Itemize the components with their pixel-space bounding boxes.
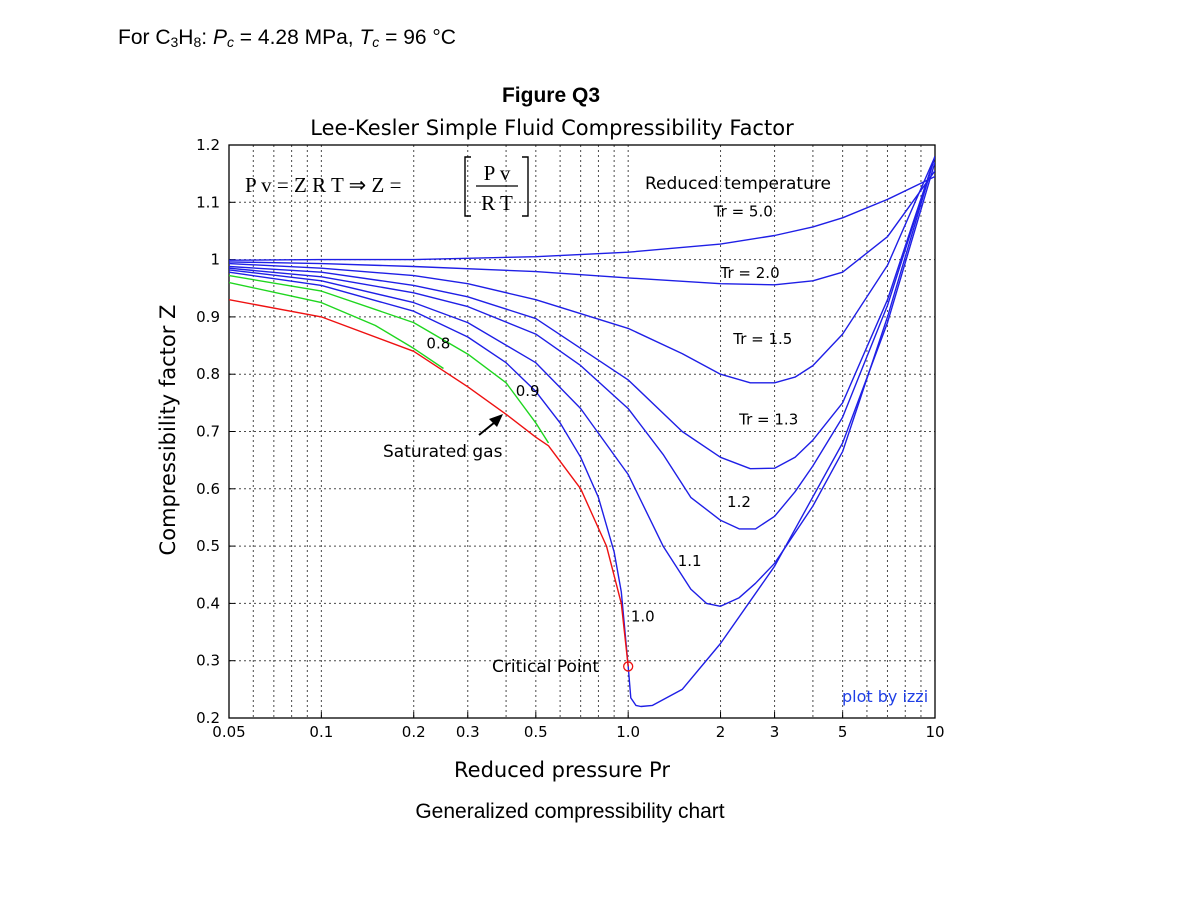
tc-value: = 96 °C	[379, 26, 456, 49]
legend-title: Reduced temperature	[645, 174, 831, 194]
curve-label: 0.9	[516, 382, 540, 400]
y-tick-label: 0.6	[196, 480, 220, 498]
x-tick-label: 2	[716, 723, 726, 741]
equation: P v = Z R T ⇒ Z = P v R T	[245, 156, 529, 217]
x-tick-label: 0.3	[456, 723, 480, 741]
grid	[229, 145, 935, 718]
tc-subscript: c	[372, 34, 380, 50]
critical-point-label: Critical Point	[492, 657, 599, 677]
y-tick-label: 1.1	[196, 193, 220, 211]
curve-labels: Tr = 5.0 Tr = 2.0 Tr = 1.5 Tr = 1.3 1.2 1.1 1.…	[426, 203, 798, 626]
tc-symbol: T	[359, 26, 373, 49]
y-tick-label: 0.4	[196, 594, 220, 612]
y-axis-label: Compressibility factor Z	[156, 305, 180, 556]
series-tr-1-5	[229, 156, 935, 384]
x-tick-label: 0.1	[309, 723, 333, 741]
series-tr-5-0	[229, 175, 935, 261]
series-saturated-gas	[229, 299, 629, 667]
curve-label: Tr = 5.0	[713, 203, 773, 221]
y-tick-label: 0.5	[196, 537, 220, 555]
series-1-1	[229, 156, 935, 607]
critical-point-marker	[623, 661, 634, 672]
given-mid: H	[178, 26, 194, 49]
x-tick-label: 0.5	[524, 723, 548, 741]
x-tick-label: 1.0	[616, 723, 640, 741]
equation-right-bracket	[522, 156, 529, 217]
figure-caption: Generalized compressibility chart	[415, 800, 725, 823]
given-prefix: For C	[118, 26, 171, 49]
y-tick-label: 1.2	[196, 136, 220, 154]
y-tick-label: 0.3	[196, 652, 220, 670]
series-1-2	[229, 156, 935, 530]
series	[229, 156, 935, 708]
curve-label: 1.2	[727, 493, 751, 511]
pc-subscript: c	[226, 34, 234, 50]
chart-title: Lee-Kesler Simple Fluid Compressibility …	[310, 116, 794, 140]
curve-label: Tr = 2.0	[720, 264, 780, 282]
x-tick-label: 0.05	[212, 723, 245, 741]
x-tick-label: 0.2	[402, 723, 426, 741]
equation-numerator: P v	[484, 161, 511, 185]
saturated-gas-label: Saturated gas	[383, 442, 503, 462]
figure-title: Figure Q3	[501, 84, 601, 107]
curve-label: 1.1	[678, 552, 702, 570]
x-axis-label: Reduced pressure Pr	[454, 758, 670, 782]
axis-ticks: 0.05 0.1 0.2 0.3 0.5 1.0 2 3 5 10 0.2 0.3 0.4 0.5 0.6 0…	[196, 136, 944, 741]
equation-left: P v = Z R T ⇒ Z =	[245, 173, 401, 197]
y-tick-label: 1	[210, 251, 220, 269]
equation-left-bracket	[464, 156, 471, 217]
curve-label: Tr = 1.3	[738, 411, 798, 429]
equation-denominator: R T	[481, 191, 513, 215]
x-tick-label: 3	[770, 723, 780, 741]
given-sub-1: 3	[170, 34, 179, 50]
saturated-gas-arrowhead	[489, 414, 503, 427]
y-tick-label: 0.7	[196, 423, 220, 441]
x-tick-label: 10	[925, 723, 944, 741]
pc-symbol: P	[212, 26, 227, 49]
given-after-formula: :	[201, 26, 213, 49]
y-tick-label: 0.2	[196, 709, 220, 727]
x-tick-label: 5	[838, 723, 848, 741]
credit-label: plot by izzi	[842, 687, 928, 706]
series-tr-2-0	[229, 170, 935, 286]
series-tr-1-3	[229, 156, 935, 470]
curve-label: 0.8	[426, 334, 450, 352]
pc-value: = 4.28 MPa,	[233, 26, 360, 49]
y-tick-label: 0.9	[196, 308, 220, 326]
given-sub-2: 8	[193, 34, 202, 50]
curve-label: 1.0	[631, 608, 655, 626]
given-data: For C3H8: Pc = 4.28 MPa, Tc = 96 °C	[118, 26, 456, 50]
series-1-0	[229, 162, 935, 708]
series-0-9	[229, 274, 550, 444]
y-tick-label: 0.8	[196, 365, 220, 383]
curve-label: Tr = 1.5	[732, 330, 792, 348]
series-0-8	[229, 281, 444, 370]
